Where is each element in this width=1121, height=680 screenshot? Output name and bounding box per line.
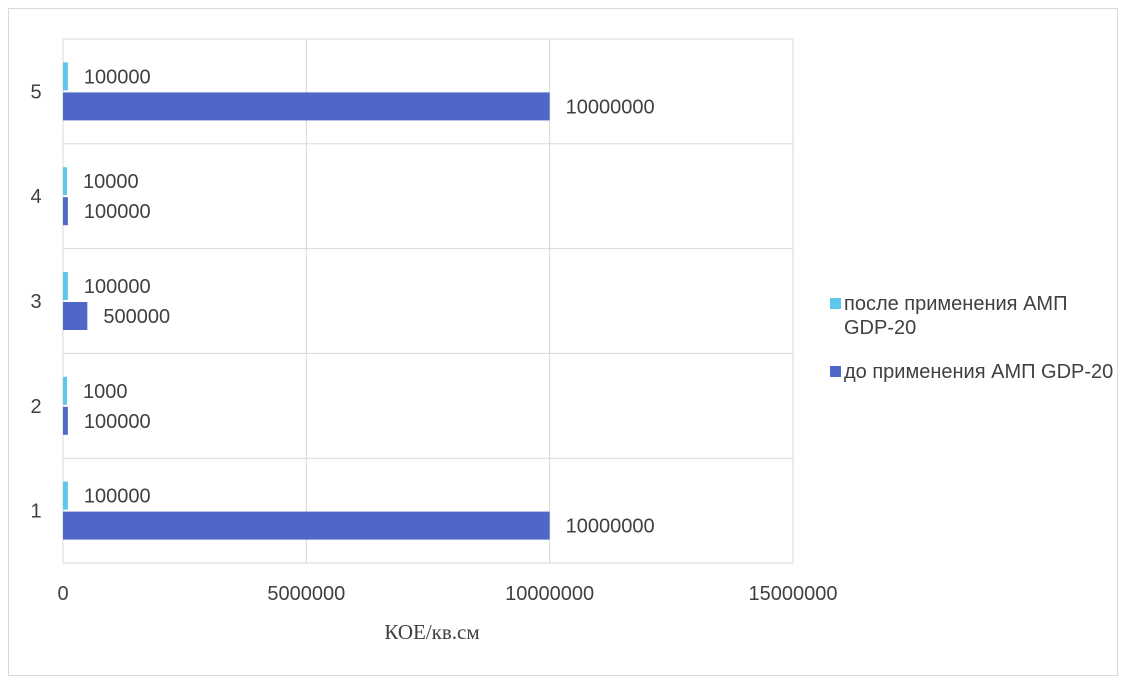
category-label-5: 5 — [30, 81, 41, 103]
bar-after-1 — [63, 481, 68, 510]
bar-after-4 — [63, 167, 67, 196]
bar-before-2 — [63, 406, 68, 435]
legend-item-before: до применения АМП GDP-20 — [828, 360, 1118, 384]
legend-swatch-before — [830, 366, 841, 377]
x-tick-label-2: 10000000 — [505, 583, 594, 605]
bar-before-3 — [63, 302, 88, 330]
bar-after-3 — [63, 272, 68, 300]
legend: после применения АМП GDP-20 до применени… — [828, 292, 1118, 404]
category-label-2: 2 — [30, 396, 41, 418]
bars — [63, 62, 550, 540]
x-axis-label: КОЕ/кв.см — [384, 620, 480, 644]
data-label-before-5: 10000000 — [566, 96, 655, 118]
data-label-before-1: 10000000 — [566, 516, 655, 538]
x-tick-labels: 0 5000000 10000000 15000000 — [57, 583, 837, 605]
legend-item-after: после применения АМП GDP-20 — [828, 292, 1118, 340]
bar-before-5 — [63, 92, 550, 121]
category-label-1: 1 — [30, 501, 41, 523]
bar-after-2 — [63, 376, 67, 405]
legend-label-before: до применения АМП GDP-20 — [844, 361, 1114, 383]
bar-before-4 — [63, 197, 68, 226]
data-label-before-2: 100000 — [84, 411, 151, 433]
data-label-before-4: 100000 — [84, 201, 151, 223]
x-tick-label-1: 5000000 — [267, 583, 345, 605]
x-tick-label-0: 0 — [57, 583, 68, 605]
data-label-after-5: 100000 — [84, 66, 151, 88]
data-label-before-3: 500000 — [103, 306, 170, 328]
data-label-after-2: 1000 — [83, 381, 128, 403]
category-tick-labels: 1 2 3 4 5 — [30, 81, 41, 522]
grid-lines — [62, 38, 794, 564]
legend-label-after: после применения АМП GDP-20 — [844, 293, 1068, 339]
data-label-after-3: 100000 — [84, 276, 151, 298]
bar-after-5 — [63, 62, 68, 91]
bar-before-1 — [63, 511, 550, 540]
legend-swatch-after — [830, 298, 841, 309]
data-label-after-4: 10000 — [83, 171, 139, 193]
chart-frame — [8, 8, 1118, 676]
category-label-4: 4 — [30, 186, 41, 208]
category-label-3: 3 — [30, 291, 41, 313]
data-label-after-1: 100000 — [84, 486, 151, 508]
x-tick-label-3: 15000000 — [749, 583, 838, 605]
data-labels: 100000 10000000 1000 100000 100000 500000 1000… — [83, 66, 655, 537]
